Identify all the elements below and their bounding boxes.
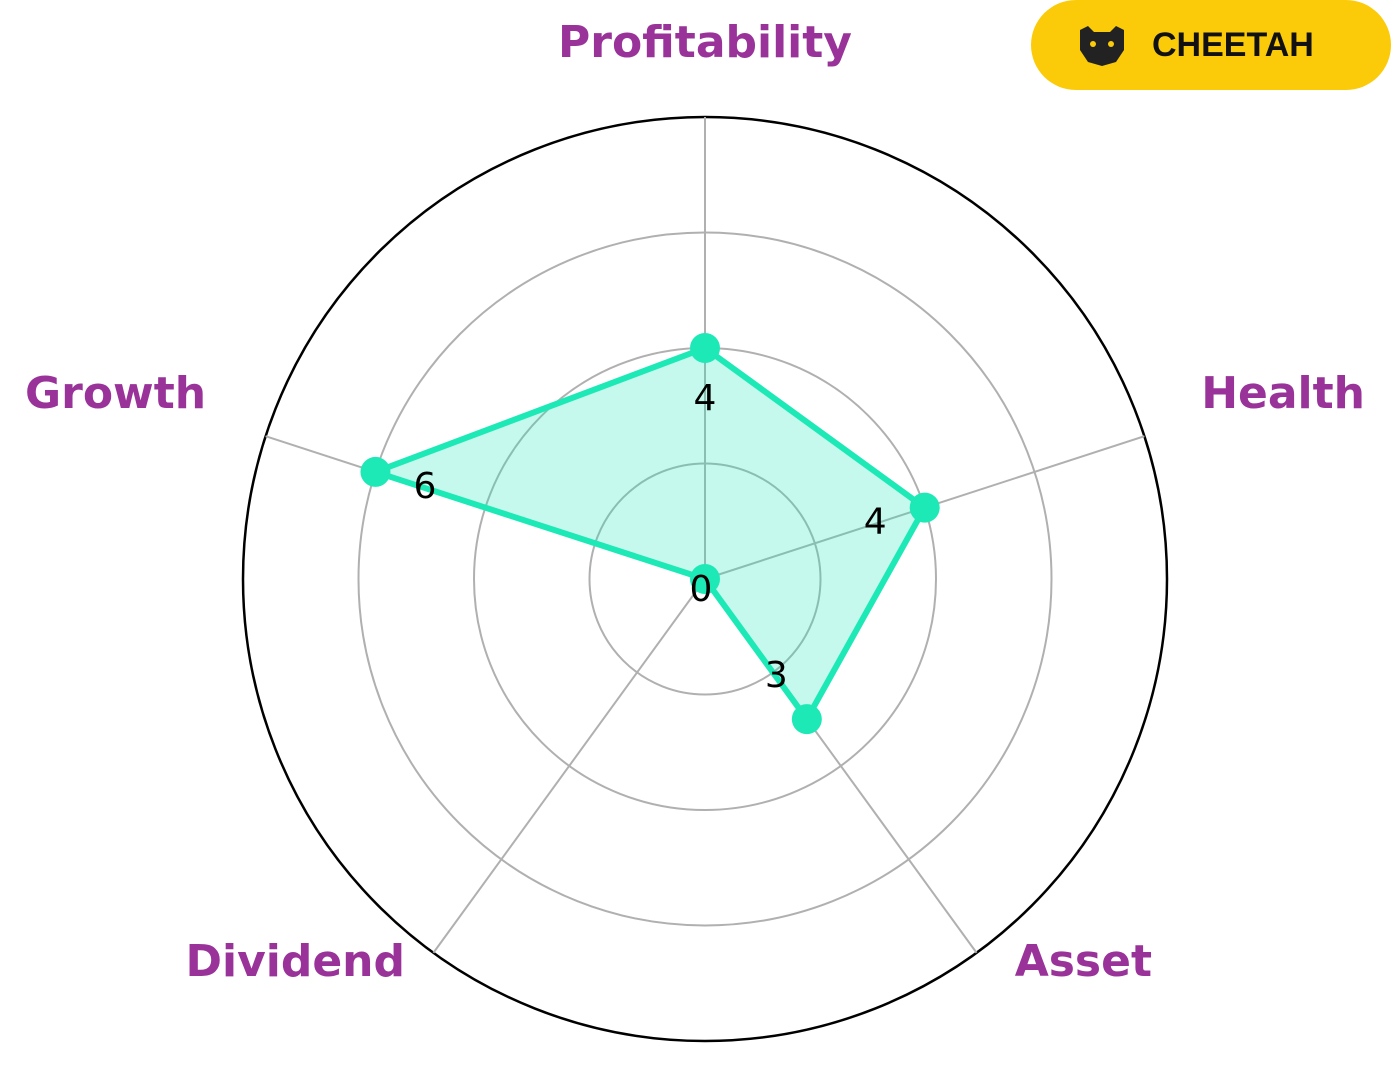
category-label: Health: [1201, 368, 1365, 419]
plot: 4 4 3 0 6 Profitability Health Asset Dividend Gro…: [25, 17, 1365, 1043]
radar-point: [690, 564, 720, 594]
category-label: Growth: [25, 368, 206, 419]
radar-point: [909, 492, 940, 523]
radar-point: [690, 333, 720, 363]
value-label: 4: [864, 502, 887, 543]
badge: CHEETAH: [1031, 0, 1391, 90]
value-label: 4: [694, 378, 717, 419]
radar-point: [360, 456, 391, 487]
radar-line: [372, 345, 928, 723]
category-label: Dividend: [185, 936, 405, 987]
value-label: 6: [413, 466, 436, 507]
badge-background: [1031, 0, 1391, 90]
value-label: 0: [690, 569, 713, 610]
value-label: 3: [765, 655, 788, 696]
badge-text: CHEETAH: [1152, 26, 1314, 64]
category-label: Asset: [1015, 936, 1152, 987]
cheetah-icon: [1080, 26, 1124, 66]
category-label: Profitability: [558, 17, 852, 68]
radar-point: [791, 704, 822, 735]
spoke: [432, 578, 706, 954]
radar-area: [375, 348, 925, 720]
